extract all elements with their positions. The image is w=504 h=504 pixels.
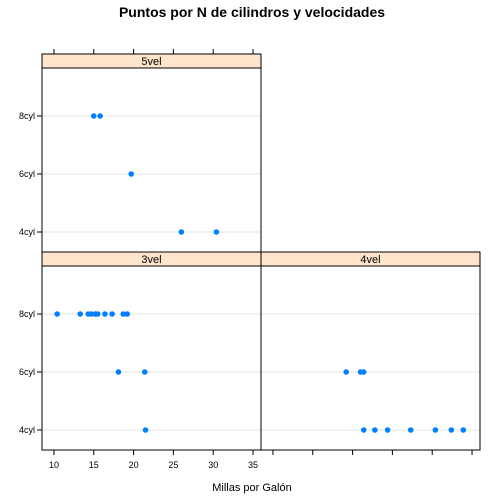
y-tick-label: 4cyl — [19, 425, 35, 435]
data-point — [432, 427, 439, 433]
data-point — [360, 369, 367, 375]
data-point — [343, 369, 350, 375]
x-axis-label: Millas por Galón — [212, 482, 291, 494]
data-point — [109, 311, 115, 317]
strip-5vel — [41, 53, 262, 69]
data-point — [90, 113, 97, 119]
data-point — [178, 229, 185, 235]
data-point — [54, 311, 60, 317]
strip-label: 3vel — [141, 254, 161, 266]
strip-label: 5vel — [141, 56, 161, 68]
y-tick-label: 4cyl — [19, 227, 35, 237]
data-point — [124, 311, 131, 317]
chart-title: Puntos por N de cilindros y velocidades — [119, 4, 385, 20]
panel-5vel: 5vel 4cyl 6cyl 8cyl — [19, 53, 262, 253]
x-tick-label: 25 — [168, 460, 178, 470]
data-point — [213, 229, 220, 235]
panel-border — [41, 53, 262, 253]
x-tick-label: 15 — [89, 460, 99, 470]
data-point — [141, 369, 148, 375]
y-tick-label: 6cyl — [19, 367, 35, 377]
strip-4vel — [260, 251, 481, 267]
y-tick-label: 8cyl — [19, 309, 35, 319]
data-point — [407, 427, 414, 433]
data-point — [120, 311, 127, 317]
x-tick-label: 35 — [248, 460, 258, 470]
data-point — [128, 171, 134, 177]
panel-4vel: 4vel — [260, 251, 481, 451]
x-tick-label: 10 — [49, 460, 59, 470]
data-point — [460, 427, 467, 433]
data-point — [384, 427, 391, 433]
data-point — [102, 311, 108, 317]
data-point — [77, 311, 84, 317]
y-tick-label: 8cyl — [19, 111, 35, 121]
data-point — [360, 427, 367, 433]
data-point — [448, 427, 455, 433]
data-point — [142, 427, 149, 433]
strip-label: 4vel — [360, 254, 380, 266]
data-point — [372, 427, 378, 433]
panel-border — [41, 251, 262, 451]
x-tick-label: 30 — [208, 460, 218, 470]
y-tick-label: 6cyl — [19, 169, 35, 179]
panels: 5vel 4cyl 6cyl 8cyl 3vel 4cyl 6cyl 8cyl 4vel 10 15… — [19, 49, 481, 470]
data-point — [94, 311, 101, 317]
data-point — [97, 113, 103, 119]
panel-3vel: 3vel 4cyl 6cyl 8cyl — [19, 251, 262, 451]
panel-border — [260, 251, 481, 451]
x-tick-label: 20 — [129, 460, 139, 470]
data-point — [88, 311, 95, 317]
data-point — [115, 369, 122, 375]
